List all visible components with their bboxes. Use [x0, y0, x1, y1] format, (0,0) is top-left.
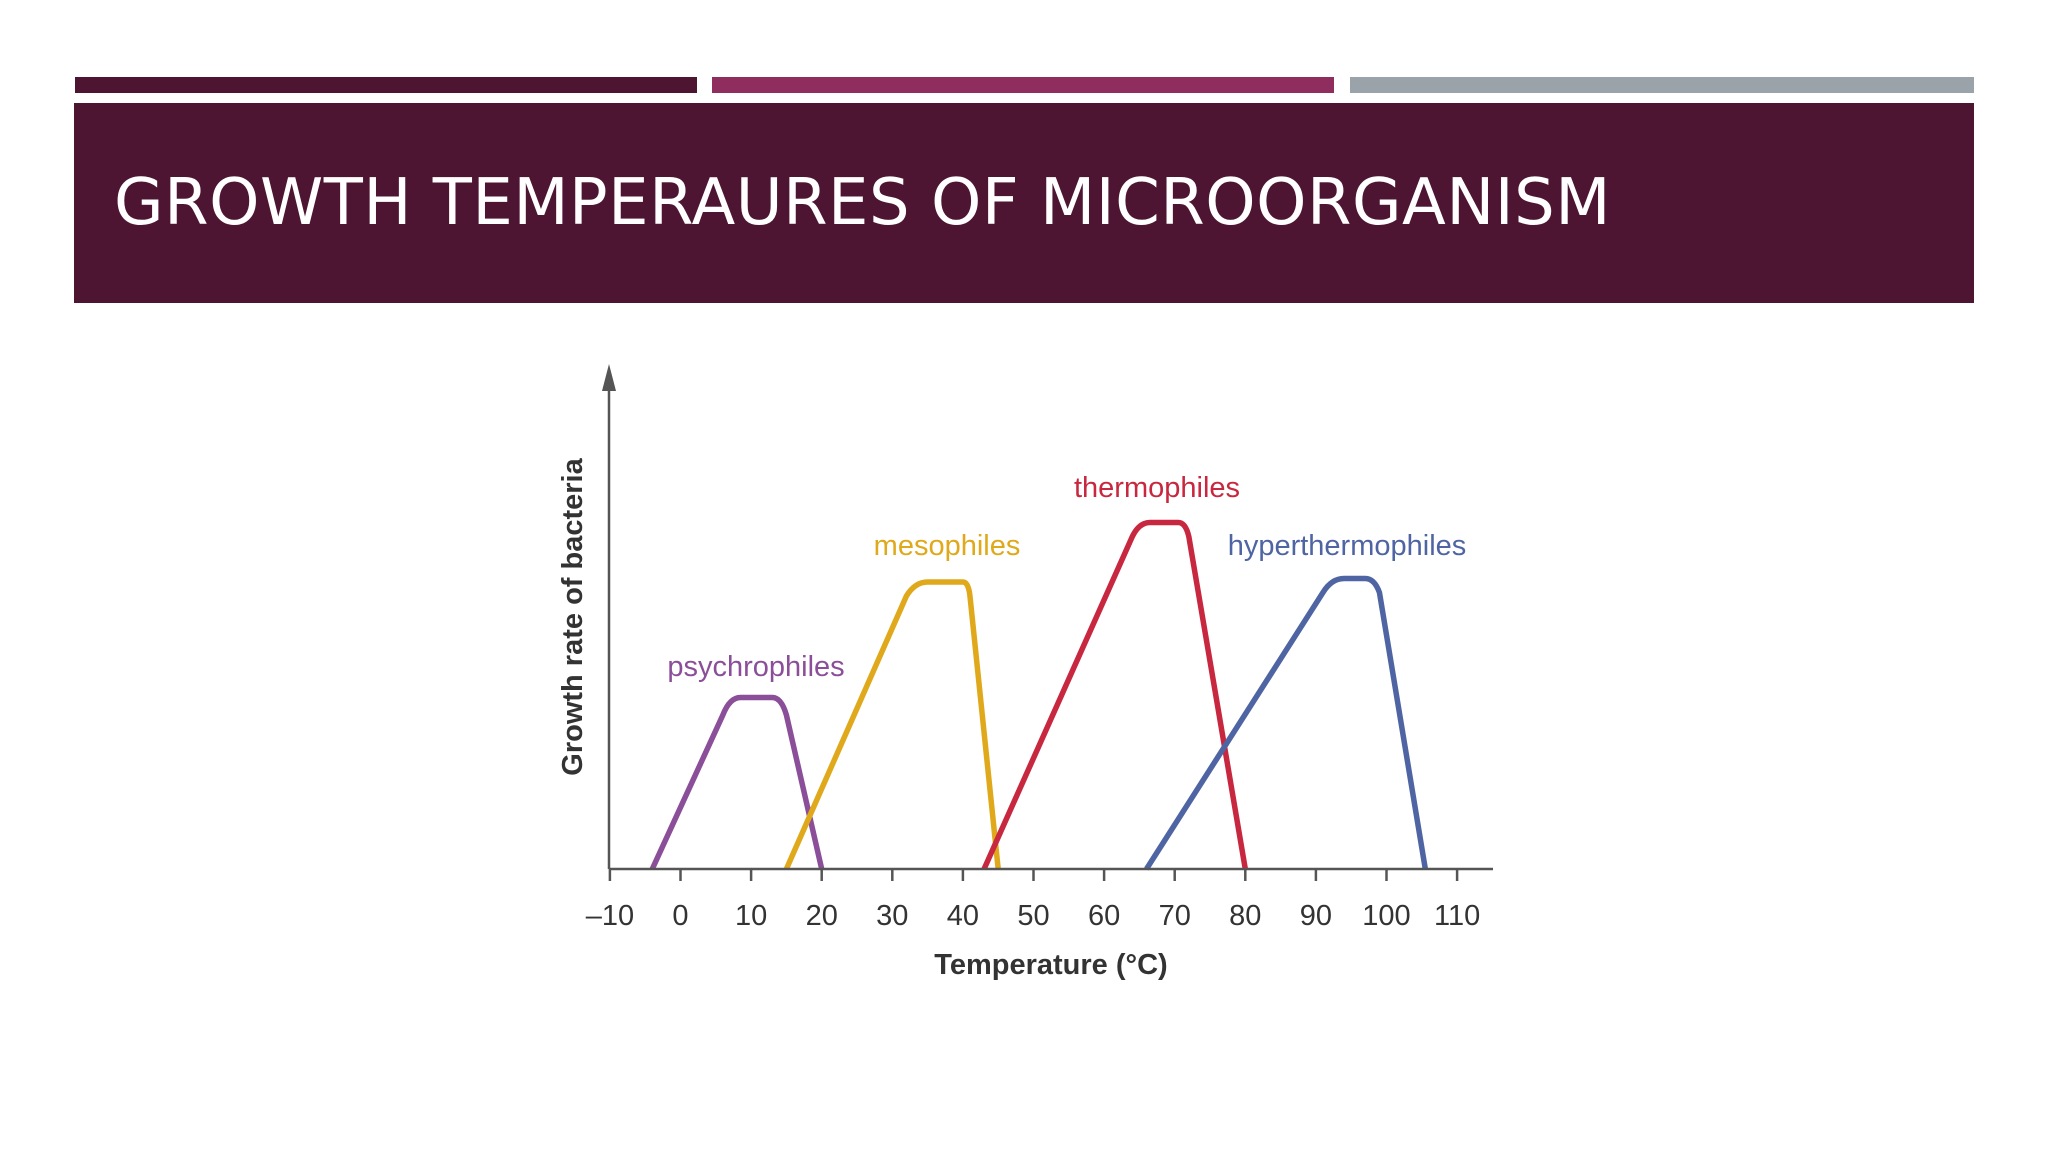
- x-tick-label: 70: [1159, 900, 1191, 932]
- y-axis-title: Growth rate of bacteria: [557, 457, 589, 775]
- series-label-mesophiles: mesophiles: [874, 530, 1021, 562]
- ticks-layer: –10 0 10 20 30 40 50 60 70 80 90 100 110: [586, 869, 1480, 932]
- series-line-thermophiles: [981, 519, 1249, 871]
- series-line-psychrophiles: [649, 694, 825, 871]
- y-axis-arrow: [602, 364, 616, 391]
- accent-bar-1: [75, 77, 697, 93]
- series-line-hyperthermophiles: [1144, 575, 1429, 871]
- series-label-thermophiles: thermophiles: [1074, 472, 1240, 504]
- x-tick-label: 80: [1229, 900, 1261, 932]
- accent-bar-3: [1350, 77, 1974, 93]
- x-tick-label: 40: [947, 900, 979, 932]
- x-tick-label: 30: [876, 900, 908, 932]
- series-label-hyperthermophiles: hyperthermophiles: [1228, 530, 1467, 562]
- series-line-mesophiles: [783, 579, 1001, 871]
- series-layer: [649, 519, 1429, 871]
- axes-layer: [602, 364, 1493, 871]
- x-tick-label: 0: [672, 900, 688, 932]
- series-label-psychrophiles: psychrophiles: [667, 651, 844, 683]
- slide-title: GROWTH TEMPERAURES OF MICROORGANISM: [114, 166, 1611, 240]
- x-tick-label: 100: [1362, 900, 1410, 932]
- x-tick-label: 50: [1017, 900, 1049, 932]
- x-tick-label: 60: [1088, 900, 1120, 932]
- x-tick-label: –10: [586, 900, 634, 932]
- labels-layer: Temperature (°C) Growth rate of bacteria…: [557, 457, 1466, 981]
- x-axis-title: Temperature (°C): [934, 949, 1167, 981]
- accent-bar-2: [712, 77, 1334, 93]
- title-band: GROWTH TEMPERAURES OF MICROORGANISM: [74, 103, 1974, 303]
- x-tick-label: 20: [806, 900, 838, 932]
- x-tick-label: 110: [1434, 900, 1480, 932]
- x-tick-label: 90: [1300, 900, 1332, 932]
- x-tick-label: 10: [735, 900, 767, 932]
